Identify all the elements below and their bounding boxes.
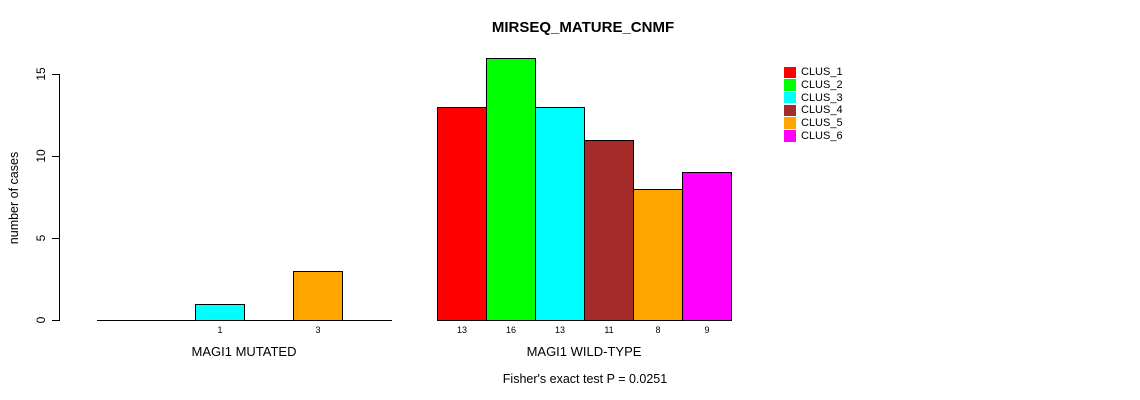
bar-clus_2 (486, 58, 536, 321)
legend: CLUS_1 CLUS_2 CLUS_3 CLUS_4 CLUS_5 CLUS_6 (784, 66, 843, 142)
bar-clus_3 (535, 107, 585, 321)
group-label-magi1-mutated: MAGI1 MUTATED (191, 344, 297, 359)
legend-item-clus_3: CLUS_3 (784, 91, 843, 104)
y-axis-label: number of cases (7, 151, 21, 245)
legend-item-clus_5: CLUS_5 (784, 117, 843, 130)
legend-swatch (784, 66, 796, 79)
y-axis-tick (52, 73, 59, 75)
bar-clus_5 (293, 271, 343, 321)
bar-value-label: 8 (655, 325, 661, 335)
y-axis-tick-label: 0 (34, 316, 48, 324)
bar-value-label: 9 (704, 325, 710, 335)
legend-label: CLUS_2 (801, 79, 843, 92)
bar-value-label: 13 (554, 325, 566, 335)
legend-item-clus_4: CLUS_4 (784, 104, 843, 117)
legend-label: CLUS_6 (801, 129, 843, 142)
y-axis-tick (52, 237, 59, 239)
bar-clus_3 (195, 304, 245, 321)
bar-clus_4 (584, 140, 634, 321)
legend-swatch (784, 117, 796, 129)
y-axis-tick-label: 10 (34, 149, 48, 163)
legend-label: CLUS_5 (801, 117, 843, 130)
legend-item-clus_6: CLUS_6 (784, 129, 843, 142)
y-axis-tick (52, 155, 59, 157)
legend-swatch (784, 91, 796, 104)
group-label-magi1-wild-type: MAGI1 WILD-TYPE (526, 344, 642, 359)
legend-item-clus_2: CLUS_2 (784, 79, 843, 92)
legend-swatch (784, 130, 796, 142)
bar-clus_6 (682, 172, 732, 321)
bar-clus_5 (633, 189, 683, 321)
y-axis-tick-label: 15 (34, 67, 48, 81)
bar-value-label: 3 (315, 325, 321, 335)
y-axis-tick-label: 5 (34, 234, 48, 242)
bar-value-label: 16 (505, 325, 517, 335)
legend-label: CLUS_4 (801, 104, 843, 117)
y-axis-line (59, 74, 60, 321)
legend-swatch (784, 104, 796, 117)
legend-item-clus_1: CLUS_1 (784, 66, 843, 79)
y-axis-tick (52, 319, 59, 321)
legend-swatch (784, 79, 796, 91)
footnote-fisher-test: Fisher's exact test P = 0.0251 (502, 372, 668, 386)
bar-value-label: 11 (604, 325, 614, 335)
bar-value-label: 13 (456, 325, 468, 335)
legend-label: CLUS_3 (801, 91, 843, 104)
chart-title: MIRSEQ_MATURE_CNMF (491, 19, 675, 36)
bar-value-label: 1 (217, 325, 223, 335)
legend-label: CLUS_1 (801, 66, 843, 79)
bar-clus_1 (437, 107, 487, 321)
